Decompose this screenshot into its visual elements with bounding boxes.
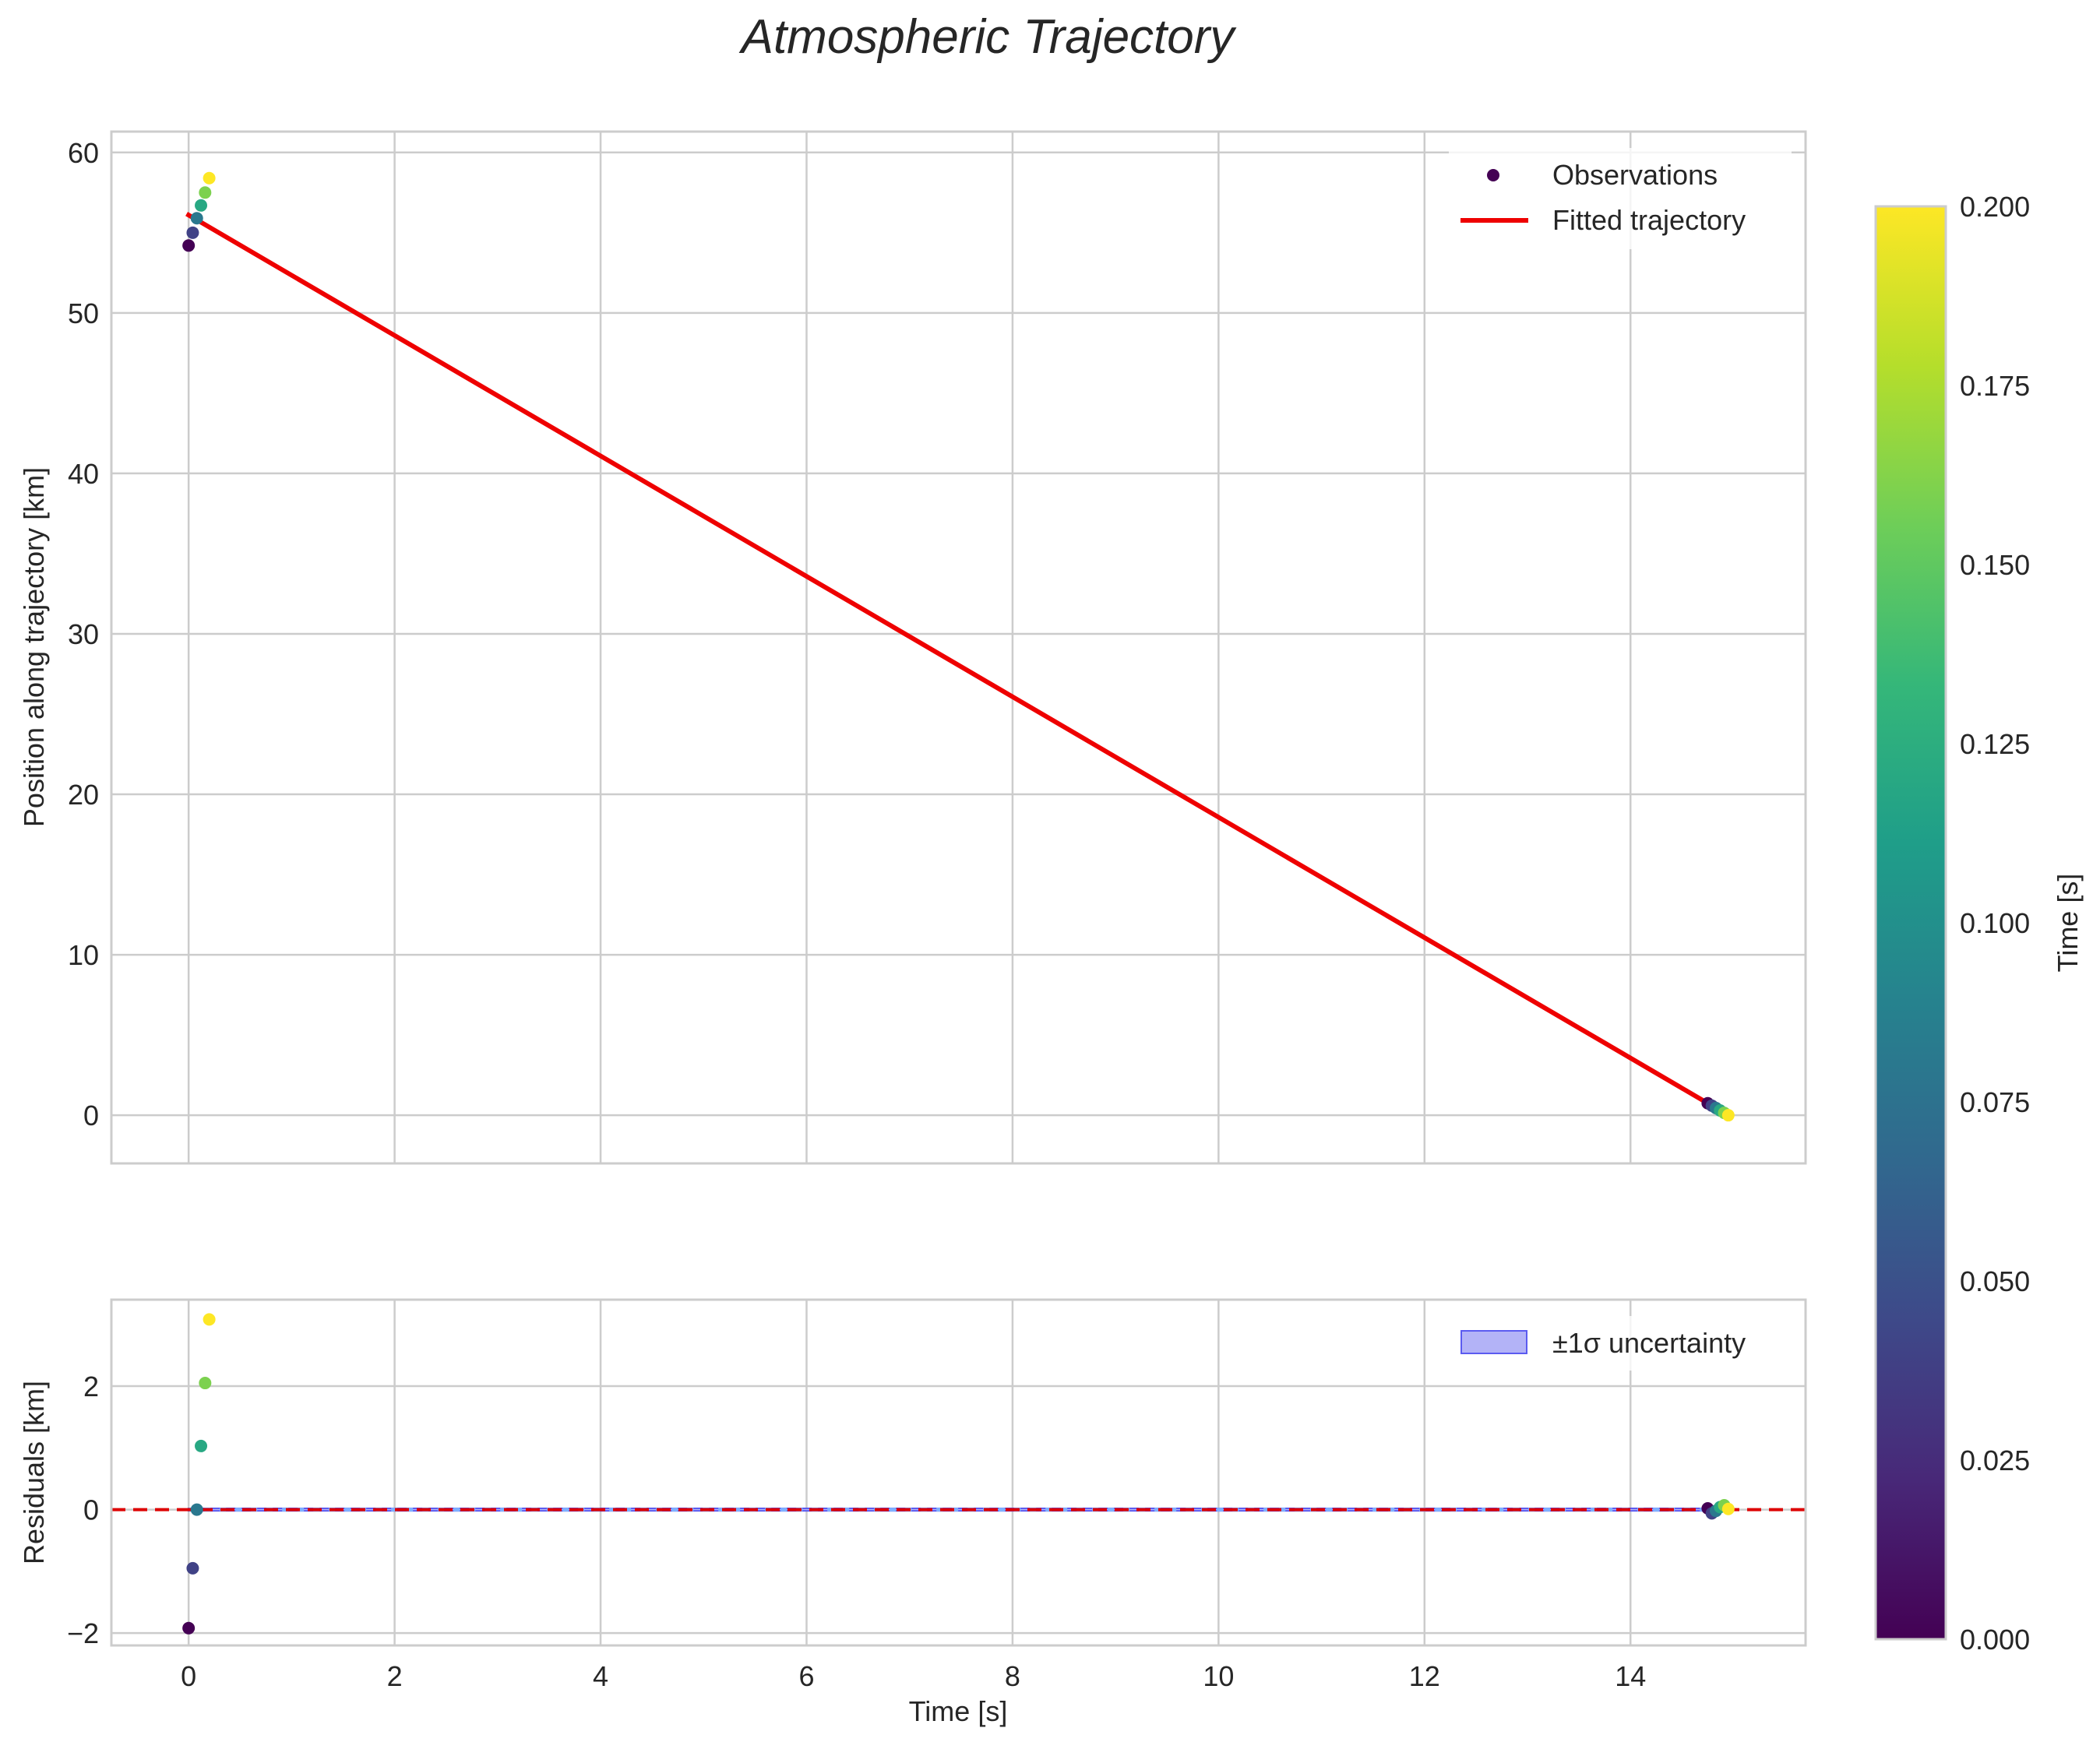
legend-band-swatch [1460,1330,1527,1354]
colorbar-tick-label-2: 0.050 [1960,1265,2030,1297]
top-lines [185,212,1732,1119]
bottom-xtick-label-5: 10 [1203,1660,1234,1692]
top-frame [110,130,1807,1165]
colorbar-tick-label-6: 0.150 [1960,549,2030,581]
colorbar-tick-label-5: 0.125 [1960,728,2030,760]
top-ytick-label-6: 60 [68,137,99,169]
top-ytick-label-3: 30 [68,618,99,650]
x-axis-label: Time [s] [909,1695,1008,1727]
observation-point-3 [195,199,208,212]
colorbar-tick-label-4: 0.100 [1960,907,2030,939]
residual-point-3 [195,1439,208,1452]
top-ytick-label-1: 10 [68,939,99,971]
bottom-legend: ±1σ uncertainty [1449,1316,1792,1371]
residual-point-11 [1721,1502,1735,1515]
colorbar-tick-label-1: 0.025 [1960,1445,2030,1476]
top-y-axis-label: Position along trajectory [km] [18,467,50,827]
bottom-xtick-label-1: 2 [387,1660,403,1692]
top-ytick-label-0: 0 [83,1100,99,1131]
bottom-xtick-label-7: 14 [1615,1660,1646,1692]
bottom-xticks: 0 2 4 6 8 10 12 14 [181,1660,1646,1692]
residual-point-2 [190,1503,203,1516]
colorbar-label: Time [s] [2052,874,2084,973]
colorbar-tick-label-7: 0.175 [1960,370,2030,402]
chart-title: Atmospheric Trajectory [738,10,1238,64]
colorbar-ticks: 0.000 0.025 0.050 0.075 0.100 0.125 0.150 0.175… [1960,191,2030,1656]
bottom-frame [110,1298,1807,1647]
observation-point-2 [190,212,203,225]
bottom-ytick-label-1: 0 [83,1494,99,1526]
top-ytick-label-2: 20 [68,779,99,811]
residual-point-1 [186,1561,199,1575]
top-points [182,171,1735,1122]
observation-point-1 [186,226,199,239]
bottom-yticks: −2 0 2 [67,1371,99,1649]
bottom-xtick-label-0: 0 [181,1660,196,1692]
bottom-xtick-label-3: 6 [798,1660,814,1692]
bottom-xtick-label-2: 4 [593,1660,608,1692]
trajectory-panel: 0 10 20 30 40 50 60 Position along trajectory … [18,130,1807,1165]
bottom-y-axis-label: Residuals [km] [18,1381,50,1564]
observation-point-11 [1721,1109,1735,1122]
colorbar-gradient [1874,205,1947,1641]
legend-band-label: ±1σ uncertainty [1552,1327,1746,1359]
bottom-xtick-label-4: 8 [1005,1660,1020,1692]
top-grid [111,132,1806,1163]
residuals-panel: −2 0 2 0 2 4 6 8 10 12 14 Residuals [km] Time [s]… [18,1298,1807,1727]
colorbar-tick-label-3: 0.075 [1960,1086,2030,1118]
colorbar: 0.000 0.025 0.050 0.075 0.100 0.125 0.150 0.175… [1874,191,2084,1656]
fitted-trajectory-line [185,212,1732,1119]
residual-point-4 [199,1377,212,1390]
bottom-ytick-label-0: −2 [67,1617,99,1649]
top-ytick-label-4: 40 [68,458,99,490]
bottom-ytick-label-2: 2 [83,1371,99,1402]
residual-point-0 [182,1621,196,1635]
legend-observations-label: Observations [1552,159,1718,191]
top-legend: Observations Fitted trajectory [1449,148,1792,249]
observation-point-0 [182,239,196,252]
legend-observations-marker [1487,169,1499,181]
top-yticks: 0 10 20 30 40 50 60 [68,137,99,1131]
observation-point-4 [199,186,212,199]
bottom-xtick-label-6: 12 [1409,1660,1440,1692]
colorbar-tick-label-0: 0.000 [1960,1624,2030,1656]
colorbar-tick-label-8: 0.200 [1960,191,2030,223]
legend-fit-label: Fitted trajectory [1552,204,1746,236]
legend-frame [1449,148,1792,249]
residual-point-5 [203,1313,216,1326]
observation-point-5 [203,171,216,185]
bottom-points [182,1313,1735,1635]
top-ytick-label-5: 50 [68,297,99,329]
